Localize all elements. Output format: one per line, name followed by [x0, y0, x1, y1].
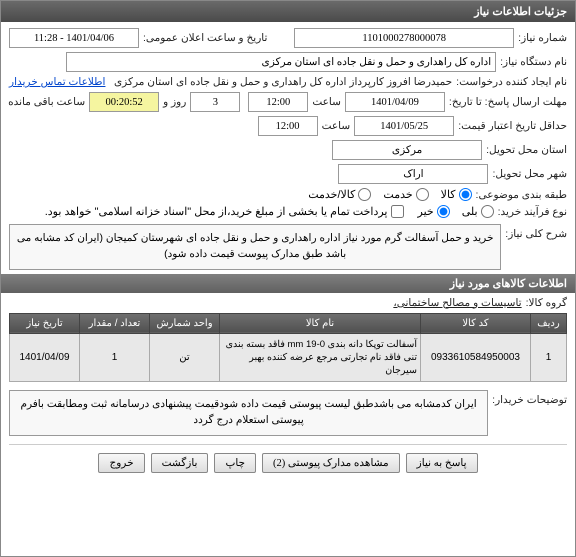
- days-input: [190, 92, 240, 112]
- validity-label: حداقل تاریخ اعتبار قیمت:: [458, 120, 567, 132]
- city-input[interactable]: [338, 164, 488, 184]
- buy-radio-yes[interactable]: بلی: [462, 205, 494, 218]
- buyer-info-link[interactable]: اطلاعات تماس خریدار: [9, 76, 105, 88]
- announce-input[interactable]: [9, 28, 139, 48]
- need-number-input[interactable]: [294, 28, 514, 48]
- cell-qty: 1: [80, 333, 150, 382]
- window-title: جزئیات اطلاعات نیاز: [474, 6, 567, 18]
- table-row[interactable]: 1 0933610584950003 آسفالت توپکا دانه بند…: [10, 333, 567, 382]
- dialog-window: جزئیات اطلاعات نیاز شماره نیاز: تاریخ و …: [0, 0, 576, 557]
- bottom-bar: پاسخ به نیاز مشاهده مدارک پیوستی (2) چاپ…: [9, 444, 567, 481]
- group-value: تاسیسات و مصالح ساختمانی،: [393, 297, 521, 309]
- category-label: طبقه بندی موضوعی:: [476, 189, 567, 201]
- goods-section-header: اطلاعات کالاهای مورد نیاز: [1, 274, 575, 293]
- deadline-time-input[interactable]: [248, 92, 308, 112]
- cat-radio-service[interactable]: خدمت: [383, 188, 428, 201]
- th-date: تاریخ نیاز: [10, 313, 80, 333]
- content-area: شماره نیاز: تاریخ و ساعت اعلان عمومی: نا…: [1, 22, 575, 487]
- note-box: ایران کدمشابه می باشدطبق لیست پیوستی قیم…: [9, 390, 488, 436]
- announce-label: تاریخ و ساعت اعلان عمومی:: [143, 32, 267, 44]
- cat-radio-both-input[interactable]: [358, 188, 371, 201]
- partial-pay-checkbox[interactable]: پرداخت تمام یا بخشی از مبلغ خرید،از محل …: [45, 205, 404, 218]
- cell-date: 1401/04/09: [10, 333, 80, 382]
- th-row: ردیف: [531, 313, 567, 333]
- buy-type-radio-group: بلی خیر: [418, 205, 494, 218]
- timer-input: [89, 92, 159, 112]
- attachments-button[interactable]: مشاهده مدارک پیوستی (2): [262, 453, 400, 473]
- time-label-2: ساعت: [322, 120, 351, 132]
- cat-radio-goods-input[interactable]: [459, 188, 472, 201]
- exit-button[interactable]: خروج: [98, 453, 144, 473]
- print-button[interactable]: چاپ: [214, 453, 256, 473]
- province-label: استان محل تحویل:: [486, 144, 567, 156]
- creator-value: حمیدرضا افروز کارپرداز اداره کل راهداری …: [109, 76, 452, 88]
- titlebar: جزئیات اطلاعات نیاز: [1, 1, 575, 22]
- creator-label: نام ایجاد کننده درخواست:: [456, 76, 567, 88]
- cat-radio-goods[interactable]: کالا: [441, 188, 472, 201]
- province-input[interactable]: [332, 140, 482, 160]
- th-name: نام کالا: [220, 313, 421, 333]
- goods-table: ردیف کد کالا نام کالا واحد شمارش تعداد /…: [9, 313, 567, 383]
- partial-pay-checkbox-input[interactable]: [391, 205, 404, 218]
- validity-date-input[interactable]: [354, 116, 454, 136]
- back-button[interactable]: بازگشت: [151, 453, 209, 473]
- deadline-date-input[interactable]: [345, 92, 445, 112]
- th-unit: واحد شمارش: [150, 313, 220, 333]
- buy-radio-yes-input[interactable]: [481, 205, 494, 218]
- buy-radio-no-input[interactable]: [437, 205, 450, 218]
- deadline-label: مهلت ارسال پاسخ: تا تاریخ:: [449, 96, 567, 108]
- buy-radio-no[interactable]: خیر: [418, 205, 450, 218]
- need-number-label: شماره نیاز:: [518, 32, 567, 44]
- cell-name: آسفالت توپکا دانه بندی 0-19 mm فاقد بسته…: [220, 333, 421, 382]
- days-label: روز و: [163, 96, 186, 108]
- desc-label: شرح کلی نیاز:: [505, 222, 567, 240]
- category-radio-group: کالا خدمت کالا/خدمت: [308, 188, 471, 201]
- respond-button[interactable]: پاسخ به نیاز: [406, 453, 478, 473]
- cat-radio-both[interactable]: کالا/خدمت: [308, 188, 371, 201]
- th-code: کد کالا: [421, 313, 531, 333]
- cell-row: 1: [531, 333, 567, 382]
- buy-type-label: نوع فرآیند خرید:: [498, 206, 567, 218]
- th-qty: تعداد / مقدار: [80, 313, 150, 333]
- validity-time-input[interactable]: [258, 116, 318, 136]
- cell-code: 0933610584950003: [421, 333, 531, 382]
- city-label: شهر محل تحویل:: [492, 168, 567, 180]
- cell-unit: تن: [150, 333, 220, 382]
- requester-input[interactable]: [66, 52, 496, 72]
- requester-label: نام دستگاه نیاز:: [500, 56, 567, 68]
- note-label: توضیحات خریدار:: [492, 388, 567, 406]
- cat-radio-service-input[interactable]: [416, 188, 429, 201]
- time-label-1: ساعت: [312, 96, 341, 108]
- desc-box: خرید و حمل آسفالت گرم مورد نیاز اداره را…: [9, 224, 501, 270]
- remaining-label: ساعت باقی مانده: [8, 96, 85, 108]
- group-label: گروه کالا:: [526, 297, 567, 309]
